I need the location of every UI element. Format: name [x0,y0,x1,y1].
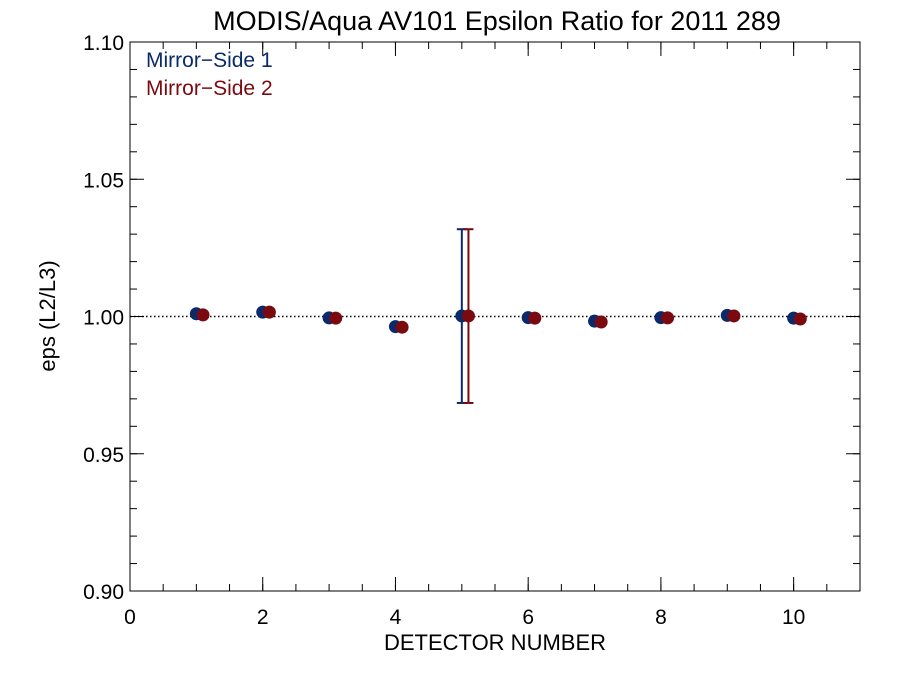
data-point-series-2 [528,311,542,325]
data-point-series-2 [461,309,475,323]
x-axis-label: DETECTOR NUMBER [384,630,606,655]
x-tick-label: 2 [257,606,269,629]
y-tick-label: 0.90 [83,581,124,604]
chart-title: MODIS/Aqua AV101 Epsilon Ratio for 2011 … [213,6,781,36]
x-tick-label: 4 [390,606,402,629]
legend-entry-mirror-side-2: Mirror−Side 2 [146,77,273,100]
legend-entry-mirror-side-1: Mirror−Side 1 [146,49,273,72]
y-tick-label: 1.10 [83,32,124,55]
data-point-series-2 [262,305,276,319]
minor-ticks [130,42,860,591]
legend: Mirror−Side 1 Mirror−Side 2 [146,49,273,100]
y-tick-label: 1.00 [83,307,124,330]
y-axis-label: eps (L2/L3) [35,260,60,371]
x-tick-label: 6 [522,606,534,629]
major-ticks [129,41,860,592]
data-point-series-2 [793,312,807,326]
data-point-series-2 [196,308,210,322]
data-point-series-2 [594,315,608,329]
data-point-series-2 [727,309,741,323]
y-tick-labels: 0.90 0.95 1.00 1.05 1.10 [83,32,124,604]
y-tick-label: 0.95 [83,444,124,467]
data-point-series-2 [329,311,343,325]
x-tick-label: 10 [782,606,805,629]
y-tick-label: 1.05 [83,169,124,192]
x-tick-label: 0 [124,606,136,629]
data-points [189,305,807,334]
data-point-series-2 [395,320,409,334]
x-tick-label: 8 [655,606,667,629]
data-point-series-2 [661,311,675,325]
x-tick-labels: 0 2 4 6 8 10 [124,606,805,629]
